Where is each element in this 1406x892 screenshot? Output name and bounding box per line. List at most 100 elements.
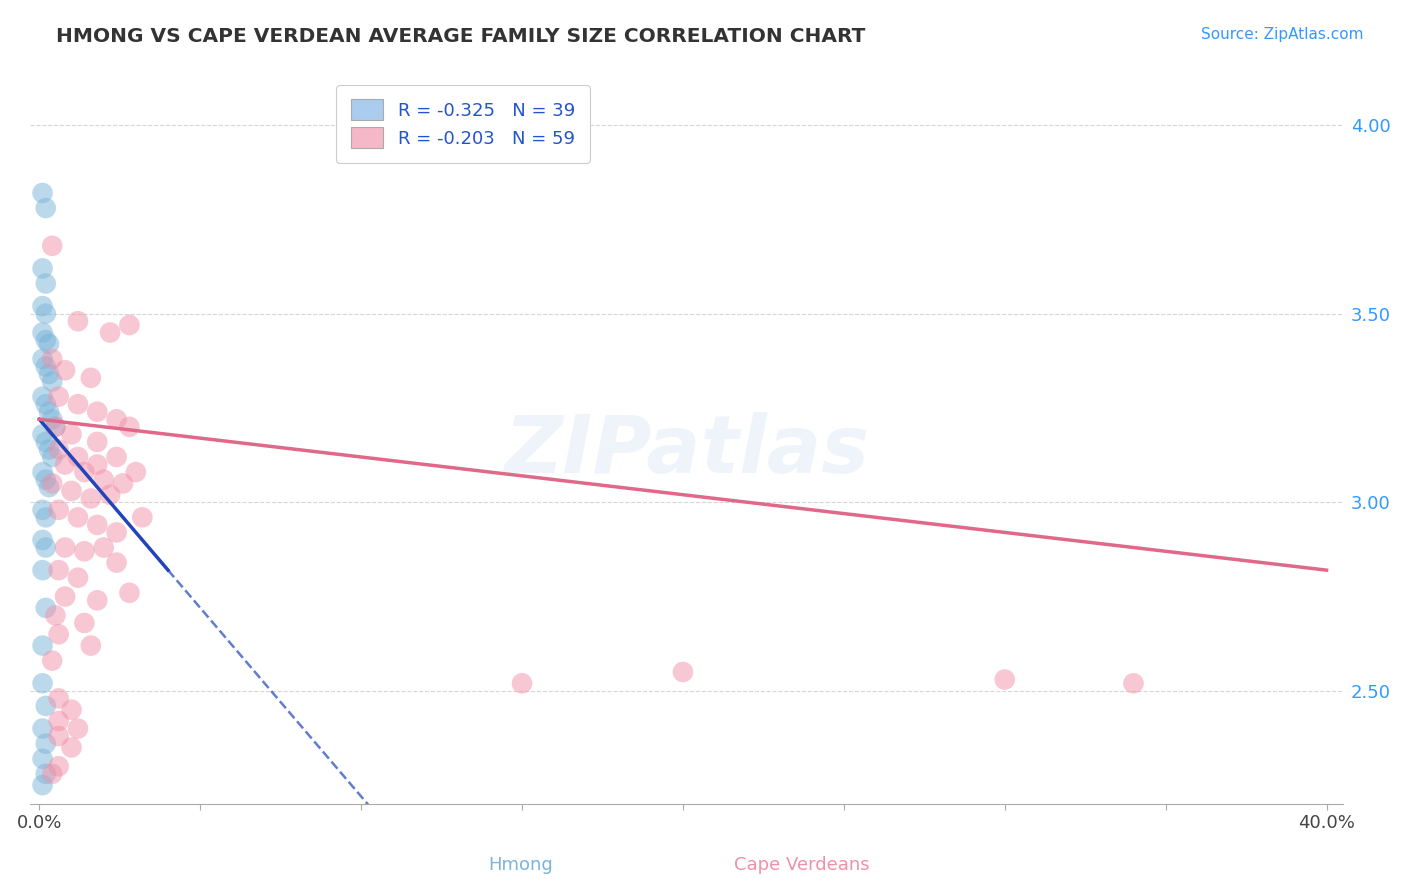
Point <box>48 503 70 517</box>
Point <box>73 465 96 479</box>
Point <box>31 639 53 653</box>
Point <box>31 390 53 404</box>
Point <box>48 691 70 706</box>
Point <box>994 673 1017 687</box>
Point <box>44 420 66 434</box>
Point <box>38 367 60 381</box>
Point <box>31 427 53 442</box>
Point <box>31 326 53 340</box>
Text: Cape Verdeans: Cape Verdeans <box>734 855 869 873</box>
Text: HMONG VS CAPE VERDEAN AVERAGE FAMILY SIZE CORRELATION CHART: HMONG VS CAPE VERDEAN AVERAGE FAMILY SIZ… <box>56 27 866 45</box>
Point <box>60 740 83 755</box>
Point <box>73 544 96 558</box>
Point <box>31 351 53 366</box>
Point <box>111 476 134 491</box>
Point <box>80 639 103 653</box>
Text: Hmong: Hmong <box>488 855 553 873</box>
Point <box>86 517 108 532</box>
Point <box>35 277 58 291</box>
Point <box>31 503 53 517</box>
Point <box>672 665 695 679</box>
Point <box>31 299 53 313</box>
Point <box>31 722 53 736</box>
Point <box>31 563 53 577</box>
Point <box>35 541 58 555</box>
Point <box>66 397 89 411</box>
Point <box>41 450 63 464</box>
Point <box>86 405 108 419</box>
Text: Source: ZipAtlas.com: Source: ZipAtlas.com <box>1201 27 1364 42</box>
Point <box>35 359 58 374</box>
Point <box>41 239 63 253</box>
Point <box>38 405 60 419</box>
Point <box>53 363 76 377</box>
Point <box>31 533 53 547</box>
Point <box>73 615 96 630</box>
Point <box>98 326 121 340</box>
Point <box>80 491 103 506</box>
Point <box>35 307 58 321</box>
Point <box>41 375 63 389</box>
Legend: R = -0.325   N = 39, R = -0.203   N = 59: R = -0.325 N = 39, R = -0.203 N = 59 <box>336 85 589 162</box>
Point <box>66 571 89 585</box>
Point <box>53 458 76 472</box>
Point <box>118 420 141 434</box>
Point <box>41 654 63 668</box>
Point <box>35 767 58 781</box>
Point <box>53 541 76 555</box>
Point <box>44 608 66 623</box>
Point <box>31 778 53 792</box>
Point <box>93 473 115 487</box>
Point <box>60 703 83 717</box>
Point <box>31 261 53 276</box>
Point <box>118 586 141 600</box>
Point <box>48 390 70 404</box>
Point <box>86 593 108 607</box>
Point <box>105 412 128 426</box>
Point <box>35 698 58 713</box>
Point <box>38 336 60 351</box>
Point <box>35 737 58 751</box>
Text: ZIPatlas: ZIPatlas <box>503 412 869 490</box>
Point <box>48 627 70 641</box>
Point <box>118 318 141 332</box>
Point <box>41 351 63 366</box>
Point <box>48 442 70 457</box>
Point <box>66 450 89 464</box>
Point <box>35 201 58 215</box>
Point <box>31 676 53 690</box>
Point <box>1122 676 1144 690</box>
Point <box>31 186 53 200</box>
Point <box>66 722 89 736</box>
Point <box>86 434 108 449</box>
Point <box>35 434 58 449</box>
Point <box>93 541 115 555</box>
Point <box>48 729 70 743</box>
Point <box>66 510 89 524</box>
Point <box>105 525 128 540</box>
Point <box>53 590 76 604</box>
Point <box>35 510 58 524</box>
Point <box>510 676 533 690</box>
Point <box>41 412 63 426</box>
Point <box>35 600 58 615</box>
Point <box>48 759 70 773</box>
Point <box>41 476 63 491</box>
Point <box>105 450 128 464</box>
Point <box>48 563 70 577</box>
Point <box>80 371 103 385</box>
Point <box>44 420 66 434</box>
Point <box>86 458 108 472</box>
Point <box>60 483 83 498</box>
Point <box>41 767 63 781</box>
Point <box>105 556 128 570</box>
Point <box>35 333 58 347</box>
Point <box>98 488 121 502</box>
Point <box>38 442 60 457</box>
Point <box>38 480 60 494</box>
Point <box>31 752 53 766</box>
Point <box>125 465 148 479</box>
Point <box>66 314 89 328</box>
Point <box>131 510 153 524</box>
Point <box>48 714 70 728</box>
